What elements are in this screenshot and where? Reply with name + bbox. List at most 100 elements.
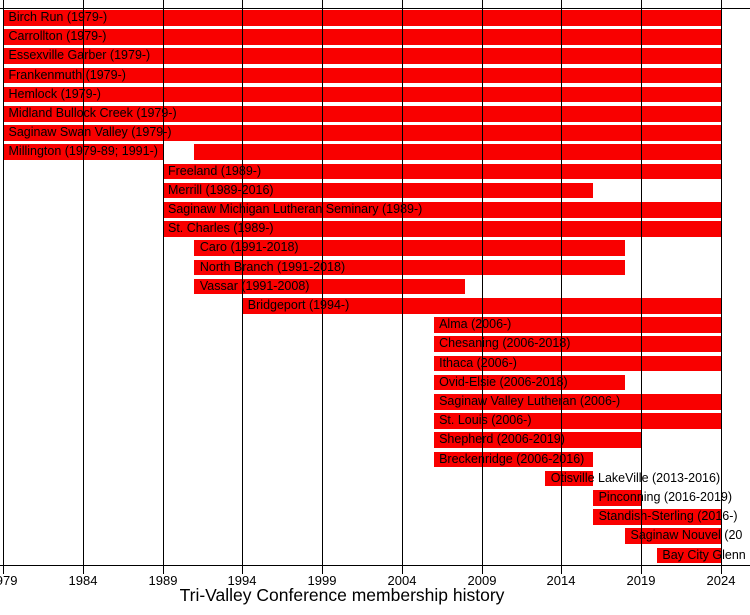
- timeline-bar: [656, 547, 721, 564]
- timeline-bar-label: St. Charles (1989-): [168, 221, 274, 236]
- chart-title: Tri-Valley Conference membership history: [179, 585, 505, 605]
- axis-tick-label: 1979: [0, 573, 18, 588]
- timeline-bar-label: Millington (1979-89; 1991-): [8, 144, 158, 159]
- timeline-bar-label: Shepherd (2006-2019): [439, 432, 565, 447]
- timeline-bar: [433, 413, 721, 429]
- timeline-bar-label: Saginaw Swan Valley (1979-): [8, 125, 172, 140]
- timeline-bar-label: Carrollton (1979-): [8, 29, 107, 44]
- axis-tick-label: 2024: [706, 573, 736, 588]
- axis-tick-top: [402, 0, 403, 8]
- timeline-bar: [3, 86, 721, 103]
- timeline-bar: [433, 451, 594, 468]
- timeline-bar-label: North Branch (1991-2018): [199, 259, 346, 274]
- gridline: [561, 8, 562, 565]
- timeline-bar-label: Midland Bullock Creek (1979-): [8, 106, 177, 120]
- axis-tick-bottom: [322, 566, 323, 574]
- axis-tick-label: 2014: [546, 573, 576, 588]
- timeline-bar: [3, 10, 721, 26]
- axis-tick-label: 2009: [467, 573, 497, 588]
- axis-tick-top: [641, 0, 642, 8]
- timeline-bar-label: Merrill (1989-2016): [168, 182, 274, 197]
- axis-tick-bottom: [83, 566, 84, 574]
- gridline: [163, 8, 164, 565]
- gridline: [242, 8, 243, 565]
- gridline: [3, 8, 4, 565]
- timeline-bar: [3, 125, 721, 141]
- axis-tick-top: [561, 0, 562, 8]
- timeline-bar: [433, 394, 721, 410]
- timeline-bar-label: Standish-Sterling (2016-): [598, 509, 738, 524]
- axis-tick-top: [721, 0, 722, 8]
- timeline-bar: [593, 490, 641, 506]
- timeline-bar: [3, 48, 721, 64]
- timeline-bar-label: Vassar (1991-2008): [199, 278, 310, 293]
- timeline-bar: [3, 29, 721, 45]
- timeline-bar: [162, 163, 721, 180]
- axis-tick-bottom: [561, 566, 562, 574]
- axis-tick-label: 1994: [227, 573, 257, 588]
- timeline-bar: [162, 221, 721, 237]
- timeline-bar: [433, 432, 641, 448]
- timeline-bar-label: Saginaw Michigan Lutheran Seminary (1989…: [168, 202, 423, 216]
- gridline: [322, 8, 323, 565]
- axis-tick-label: 1999: [307, 573, 337, 588]
- timeline-bar: [242, 298, 721, 314]
- gridline: [83, 8, 84, 565]
- timeline-bar-label: Freeland (1989-): [168, 163, 262, 178]
- timeline-bar-label: Pinconning (2016-2019): [598, 490, 733, 504]
- timeline-bar: [3, 106, 721, 122]
- timeline-bar-label: Alma (2006-): [439, 317, 512, 332]
- axis-bottom-line: [0, 565, 750, 566]
- axis-tick-label: 2004: [387, 573, 417, 588]
- timeline-bar: [433, 317, 721, 333]
- axis-tick-top: [163, 0, 164, 8]
- axis-top-line: [0, 8, 750, 9]
- timeline-bar-label: Bridgeport (1994-): [247, 298, 350, 312]
- timeline-bar: [593, 509, 721, 525]
- timeline-bar: [433, 374, 625, 391]
- timeline-bar: [162, 202, 721, 218]
- timeline-bar-label: Frankenmuth (1979-): [8, 67, 126, 82]
- axis-tick-label: 1984: [68, 573, 98, 588]
- timeline-bar: [194, 278, 466, 295]
- timeline-bar-label: Otisville LakeVille (2013-2016): [550, 470, 721, 485]
- timeline-bar-label: Essexville Garber (1979-): [8, 48, 151, 63]
- timeline-bar-label: Chesaning (2006-2018): [439, 336, 571, 351]
- axis-tick-label: 2019: [626, 573, 656, 588]
- axis-tick-bottom: [721, 566, 722, 574]
- timeline-bar: [3, 144, 163, 160]
- timeline-bar: [194, 240, 625, 256]
- axis-tick-bottom: [3, 566, 4, 574]
- timeline-bar-label: St. Louis (2006-): [439, 413, 532, 428]
- axis-tick-bottom: [242, 566, 243, 574]
- gridline: [482, 8, 483, 565]
- axis-tick-bottom: [163, 566, 164, 574]
- timeline-bar: [3, 67, 721, 84]
- timeline-bar-label: Bay City Glenn: [662, 547, 746, 562]
- timeline-bar: [433, 336, 721, 352]
- timeline-bar-label: Birch Run (1979-): [8, 10, 108, 24]
- timeline-bar: [433, 355, 721, 372]
- timeline-bar: [194, 259, 625, 276]
- timeline-bar-label: Breckenridge (2006-2016): [439, 451, 585, 466]
- timeline-bar: [545, 470, 594, 487]
- timeline-bar-label: Ithaca (2006-): [439, 355, 517, 370]
- axis-tick-bottom: [402, 566, 403, 574]
- timeline-bar: [625, 528, 721, 544]
- axis-tick-top: [322, 0, 323, 8]
- axis-tick-top: [482, 0, 483, 8]
- timeline-bar-label: Saginaw Valley Lutheran (2006-): [439, 394, 621, 408]
- axis-tick-label: 1989: [148, 573, 178, 588]
- axis-tick-bottom: [641, 566, 642, 574]
- gridline: [721, 8, 722, 565]
- timeline-bar-label: Caro (1991-2018): [199, 240, 299, 255]
- timeline-bar: [162, 182, 594, 199]
- axis-tick-top: [3, 0, 4, 8]
- axis-tick-bottom: [482, 566, 483, 574]
- timeline-bar-label: Hemlock (1979-): [8, 86, 101, 101]
- gridline: [641, 8, 642, 565]
- axis-tick-top: [83, 0, 84, 8]
- axis-tick-top: [242, 0, 243, 8]
